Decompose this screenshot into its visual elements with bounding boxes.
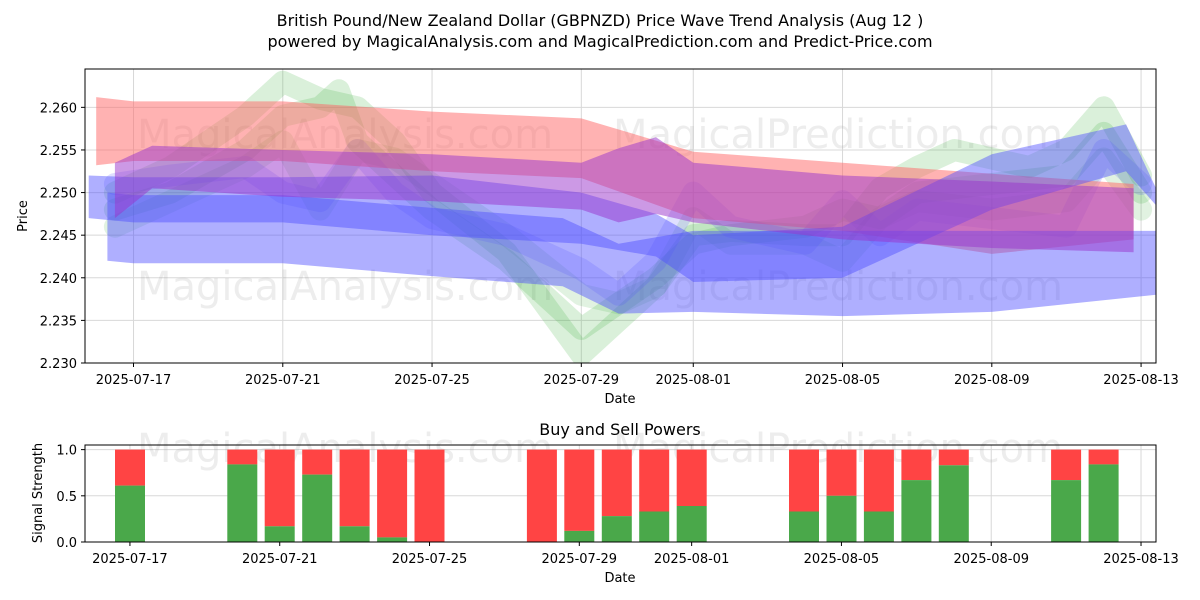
price-y-tick-label: 2.245 xyxy=(40,229,77,244)
price-y-tick-label: 2.230 xyxy=(40,357,77,372)
sell-bar xyxy=(1088,449,1119,465)
price-x-tick-label: 2025-07-17 xyxy=(96,373,172,388)
price-x-axis-label: Date xyxy=(604,392,635,407)
wave-band xyxy=(114,137,1134,253)
price-y-tick-label: 2.235 xyxy=(40,314,77,329)
signal-x-axis-label: Date xyxy=(604,571,635,586)
watermark-text: MagicalAnalysis.com xyxy=(137,264,553,310)
figure-title-line1: British Pound/New Zealand Dollar (GBPNZD… xyxy=(277,11,924,30)
signal-x-tick-label: 2025-07-17 xyxy=(92,552,168,567)
buy-bar xyxy=(115,485,145,542)
signal-x-tick-label: 2025-08-13 xyxy=(1103,552,1179,567)
sell-bar xyxy=(826,449,857,496)
signal-x-tick-label: 2025-07-25 xyxy=(392,552,468,567)
signal-x-tick-label: 2025-08-09 xyxy=(953,552,1029,567)
buy-bar xyxy=(863,511,894,542)
sell-bar xyxy=(639,449,670,512)
sell-bar xyxy=(264,449,295,527)
signal-x-tick-label: 2025-08-05 xyxy=(804,552,880,567)
sell-bar xyxy=(302,449,333,475)
buy-bar xyxy=(901,480,932,542)
price-x-tick-label: 2025-08-09 xyxy=(954,373,1030,388)
price-y-axis-label: Price xyxy=(16,200,31,232)
wave-band xyxy=(88,124,1156,282)
price-y-ticks: 2.230 2.235 2.240 2.245 2.250 2.255 2.260 xyxy=(40,101,85,372)
price-y-tick-label: 2.240 xyxy=(40,272,77,287)
buy-bar xyxy=(826,495,857,542)
price-axes-frame xyxy=(84,68,1157,364)
buy-bar xyxy=(639,511,670,542)
sell-bar xyxy=(227,449,258,465)
figure-title-line2: powered by MagicalAnalysis.com and Magic… xyxy=(267,32,932,51)
buy-bar xyxy=(789,511,819,542)
price-x-tick-label: 2025-08-01 xyxy=(655,373,731,388)
watermark-text: MagicalPrediction.com xyxy=(613,264,1063,310)
price-plot-area xyxy=(88,70,1156,363)
wave-line xyxy=(103,70,1153,363)
signal-axes-frame xyxy=(84,444,1157,543)
price-x-tick-label: 2025-07-21 xyxy=(245,373,321,388)
sell-bar xyxy=(339,449,370,527)
buy-bar xyxy=(1051,480,1082,542)
signal-x-tick-label: 2025-08-01 xyxy=(654,552,730,567)
sell-bar xyxy=(414,449,445,542)
signal-x-ticks: 2025-07-17 2025-07-21 2025-07-25 2025-07-29… xyxy=(92,542,1179,567)
sell-bar xyxy=(789,449,819,512)
buy-bar xyxy=(676,506,707,542)
buy-bar xyxy=(1088,464,1119,542)
signal-y-tick-label: 1.0 xyxy=(56,444,77,459)
buy-bar xyxy=(339,526,370,542)
buy-sell-chart: Buy and Sell Powers MagicalAnalysis.com M… xyxy=(31,420,1179,586)
sell-bar xyxy=(1051,449,1082,481)
price-x-tick-label: 2025-07-25 xyxy=(394,373,470,388)
buy-bar xyxy=(302,474,333,542)
sell-bar xyxy=(676,449,707,506)
sell-bar xyxy=(377,449,408,538)
signal-y-ticks: 0.0 0.5 1.0 xyxy=(56,444,85,551)
sell-bar xyxy=(601,449,632,517)
buy-bar xyxy=(938,465,969,542)
buy-bar xyxy=(377,537,408,542)
price-x-tick-label: 2025-08-05 xyxy=(805,373,881,388)
buy-bar xyxy=(601,516,632,542)
signal-y-tick-label: 0.5 xyxy=(56,490,77,505)
buy-bar xyxy=(227,464,258,542)
price-wave-chart: MagicalAnalysis.com MagicalPrediction.com… xyxy=(16,68,1179,407)
sell-bar xyxy=(115,449,145,486)
sell-bar xyxy=(564,449,595,531)
sell-bar xyxy=(938,449,969,466)
sell-bar xyxy=(863,449,894,512)
buy-bar xyxy=(564,530,595,542)
signal-y-axis-label: Signal Strength xyxy=(31,443,46,543)
signal-x-tick-label: 2025-07-29 xyxy=(542,552,618,567)
buy-bar xyxy=(264,526,295,542)
sell-bar xyxy=(526,449,557,542)
price-y-tick-label: 2.250 xyxy=(40,187,77,202)
price-x-tick-label: 2025-08-13 xyxy=(1103,373,1179,388)
price-y-tick-label: 2.260 xyxy=(40,101,77,116)
signal-y-tick-label: 0.0 xyxy=(56,536,77,551)
signal-plot-area xyxy=(115,449,1119,542)
buy-sell-chart-title: Buy and Sell Powers xyxy=(539,420,701,439)
price-x-tick-label: 2025-07-29 xyxy=(544,373,620,388)
sell-bar xyxy=(901,449,932,481)
wave-band xyxy=(107,192,1156,317)
price-x-ticks: 2025-07-17 2025-07-21 2025-07-25 2025-07-29… xyxy=(96,363,1179,388)
price-y-tick-label: 2.255 xyxy=(40,144,77,159)
signal-x-tick-label: 2025-07-21 xyxy=(242,552,318,567)
